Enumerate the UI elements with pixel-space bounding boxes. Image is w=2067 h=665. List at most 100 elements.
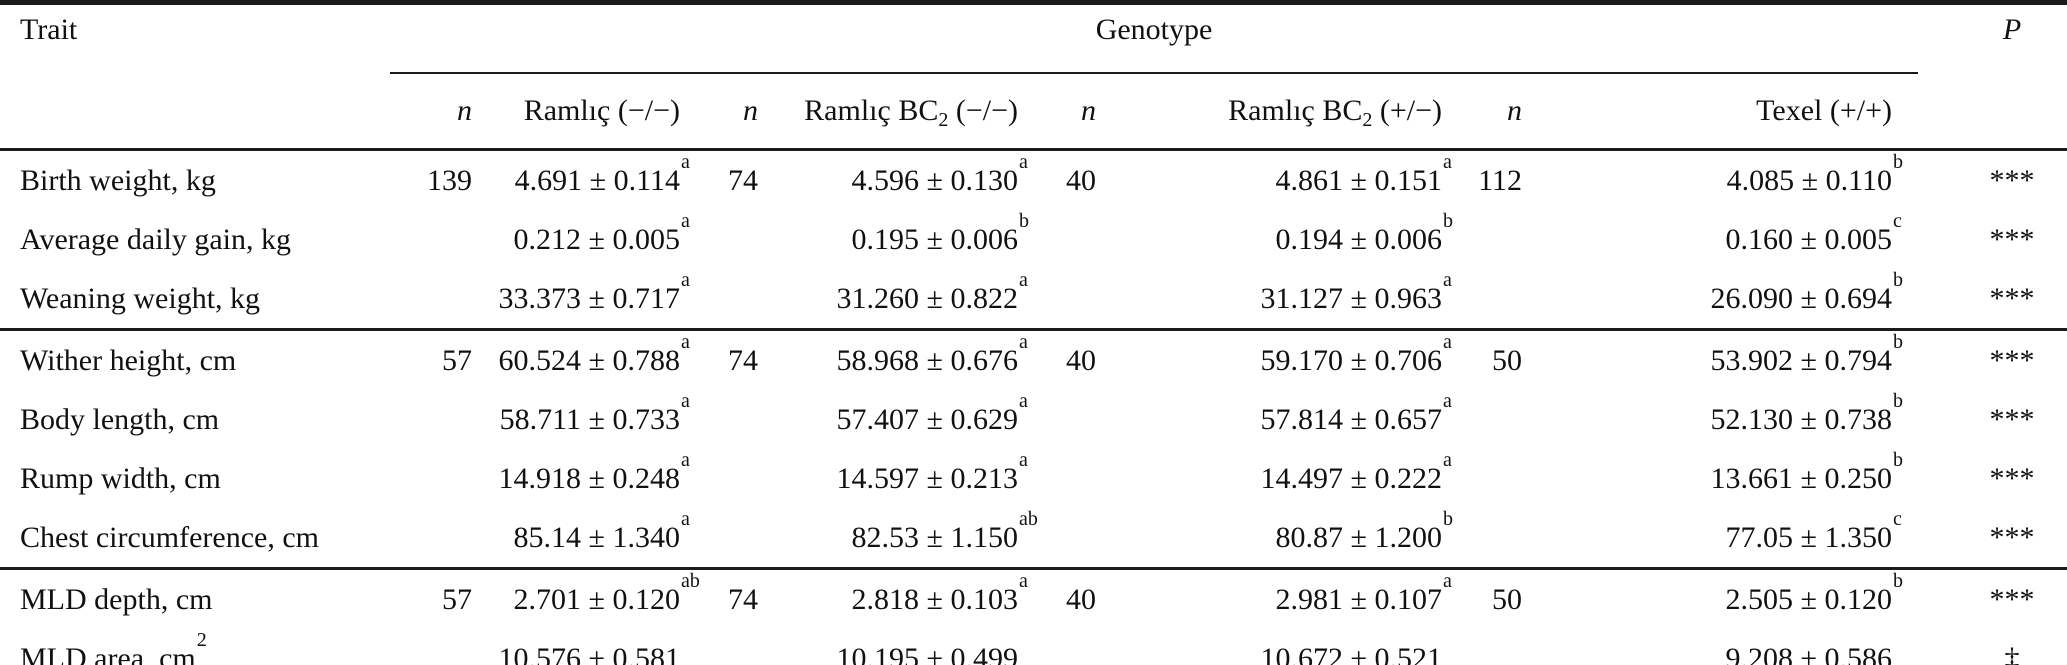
n-cell	[390, 629, 478, 665]
trait-cell: Rump width, cm	[20, 461, 221, 495]
value-cell: 82.53 ± 1.150ab	[851, 507, 1038, 554]
trait-cell: MLD area, cm2	[20, 628, 207, 665]
n-cell: 74	[706, 328, 764, 390]
value-cell: 4.861 ± 0.151a	[1102, 148, 1468, 210]
col-header-n: n	[457, 94, 472, 127]
mean-se-value: 0.160 ± 0.005	[1725, 222, 1893, 256]
mean-se-value: 26.090 ± 0.694	[1710, 281, 1893, 315]
n-cell	[706, 508, 764, 569]
value-cell: 14.918 ± 0.248a	[498, 448, 690, 495]
value-cell: 14.597 ± 0.213a	[836, 448, 1028, 495]
n-cell: 40	[1044, 567, 1102, 629]
value-cell: 2.818 ± 0.103a	[764, 567, 1044, 629]
n-cell	[390, 269, 478, 330]
table-row: Weaning weight, kg 33.373 ± 0.717a 31.260 …	[0, 269, 2067, 330]
mean-se-value: 13.661 ± 0.250	[1710, 461, 1893, 495]
mean-se-value: 2.701 ± 0.120	[513, 582, 680, 616]
value-cell: 10.672 ± 0.521	[1102, 629, 1468, 665]
mean-se-value: 10.576 ± 0.581	[498, 641, 680, 665]
n-cell	[1468, 210, 1528, 269]
genotype-group-header: Genotype	[390, 2, 1919, 74]
n-cell: 50	[1468, 567, 1528, 629]
mean-se-value: 14.497 ± 0.222	[1260, 461, 1442, 495]
mean-se-value: 4.691 ± 0.114	[514, 163, 680, 197]
value-cell: 57.407 ± 0.629a	[836, 389, 1028, 436]
n-cell	[706, 390, 764, 449]
value-cell: 85.14 ± 1.340a	[513, 507, 690, 554]
column-header-row: n Ramlıç (−/−) n Ramlıç BC2 (−/−) n Ramlıç BC…	[0, 73, 2067, 150]
value-cell: 59.170 ± 0.706a	[1102, 328, 1468, 390]
col-header-genotype: Ramlıç (−/−)	[523, 94, 680, 127]
trait-cell: Birth weight, kg	[0, 148, 390, 210]
table-row: MLD depth, cm 57 2.701 ± 0.120ab 74 2.818 ± …	[0, 567, 2067, 629]
table-row: Wither height, cm 57 60.524 ± 0.788a 74 58.9…	[0, 328, 2067, 390]
n-cell: 40	[1044, 328, 1102, 390]
n-cell: 139	[390, 148, 478, 210]
p-value-cell: ‡	[2004, 641, 2020, 665]
n-cell: 50	[1468, 328, 1528, 390]
value-cell: 4.085 ± 0.110b	[1528, 148, 1919, 210]
value-cell: 14.497 ± 0.222a	[1260, 448, 1452, 495]
value-cell: 26.090 ± 0.694b	[1710, 268, 1904, 315]
n-cell: 57	[390, 328, 478, 390]
value-cell: 31.260 ± 0.822a	[836, 268, 1028, 315]
mean-se-value: 58.968 ± 0.676	[836, 343, 1018, 377]
mean-se-value: 60.524 ± 0.788	[498, 343, 680, 377]
n-cell	[390, 508, 478, 569]
value-cell: 0.194 ± 0.006b	[1275, 209, 1453, 256]
value-cell: 53.902 ± 0.794b	[1528, 328, 1919, 390]
p-value-cell: ***	[1989, 461, 2035, 495]
n-cell: 74	[706, 148, 764, 210]
col-header-n: n	[1507, 94, 1522, 127]
trait-cell: Chest circumference, cm	[20, 520, 320, 554]
trait-cell: Body length, cm	[20, 402, 220, 436]
mean-se-value: 53.902 ± 0.794	[1710, 343, 1893, 377]
trait-column-header: Trait	[20, 13, 78, 46]
n-cell: 40	[1044, 148, 1102, 210]
mean-se-value: 4.596 ± 0.130	[851, 163, 1018, 197]
p-value-cell: ***	[1918, 567, 2067, 629]
mean-se-value: 57.407 ± 0.629	[836, 402, 1018, 436]
p-value-cell: ***	[1918, 328, 2067, 390]
value-cell: 4.596 ± 0.130a	[764, 148, 1044, 210]
table-body: Birth weight, kg 139 4.691 ± 0.114a 74 4.596…	[0, 148, 2067, 665]
n-cell	[1044, 629, 1102, 665]
mean-se-value: 52.130 ± 0.738	[1710, 402, 1893, 436]
value-cell: 9.208 ± 0.586	[1528, 629, 1918, 665]
p-column-header: P	[2002, 13, 2022, 46]
n-cell: 112	[1468, 148, 1528, 210]
value-cell: 58.968 ± 0.676a	[764, 328, 1044, 390]
mean-se-value: 10.195 ± 0.499	[836, 641, 1018, 665]
mean-se-value: 0.195 ± 0.006	[851, 222, 1018, 256]
table-row: Birth weight, kg 139 4.691 ± 0.114a 74 4.596…	[0, 148, 2067, 210]
table-row: Body length, cm 58.711 ± 0.733a 57.407 ± 0…	[0, 390, 2067, 449]
n-cell: 74	[706, 567, 764, 629]
p-value-cell: ***	[1989, 520, 2035, 554]
trait-cell: MLD depth, cm	[0, 567, 390, 629]
value-cell: 10.576 ± 0.581	[478, 629, 706, 665]
n-cell	[1044, 449, 1102, 508]
value-cell: 13.661 ± 0.250b	[1710, 448, 1904, 495]
table-row: Rump width, cm 14.918 ± 0.248a 14.597 ± 0.…	[0, 449, 2067, 508]
value-cell: 0.195 ± 0.006b	[851, 209, 1029, 256]
table-header: Trait Genotype P n Ramlıç (−/−) n Ramlıç BC…	[0, 2, 2067, 150]
mean-se-value: 82.53 ± 1.150	[851, 520, 1018, 554]
mean-se-value: 31.127 ± 0.963	[1260, 281, 1442, 315]
n-cell	[1468, 449, 1528, 508]
n-cell	[390, 449, 478, 508]
value-cell: 57.814 ± 0.657a	[1260, 389, 1452, 436]
mean-se-value: 14.918 ± 0.248	[498, 461, 680, 495]
mean-se-value: 58.711 ± 0.733	[499, 402, 680, 436]
mean-se-value: 57.814 ± 0.657	[1260, 402, 1442, 436]
mean-se-value: 85.14 ± 1.340	[513, 520, 680, 554]
col-header-n: n	[1081, 94, 1096, 127]
p-value-cell: ***	[1989, 222, 2035, 256]
n-cell	[1044, 390, 1102, 449]
n-cell	[1468, 629, 1528, 665]
mean-se-value: 14.597 ± 0.213	[836, 461, 1018, 495]
value-cell: 52.130 ± 0.738b	[1710, 389, 1904, 436]
trait-cell: Wither height, cm	[0, 328, 390, 390]
n-cell	[1468, 390, 1528, 449]
n-cell: 57	[390, 567, 478, 629]
value-cell: 60.524 ± 0.788a	[478, 328, 706, 390]
